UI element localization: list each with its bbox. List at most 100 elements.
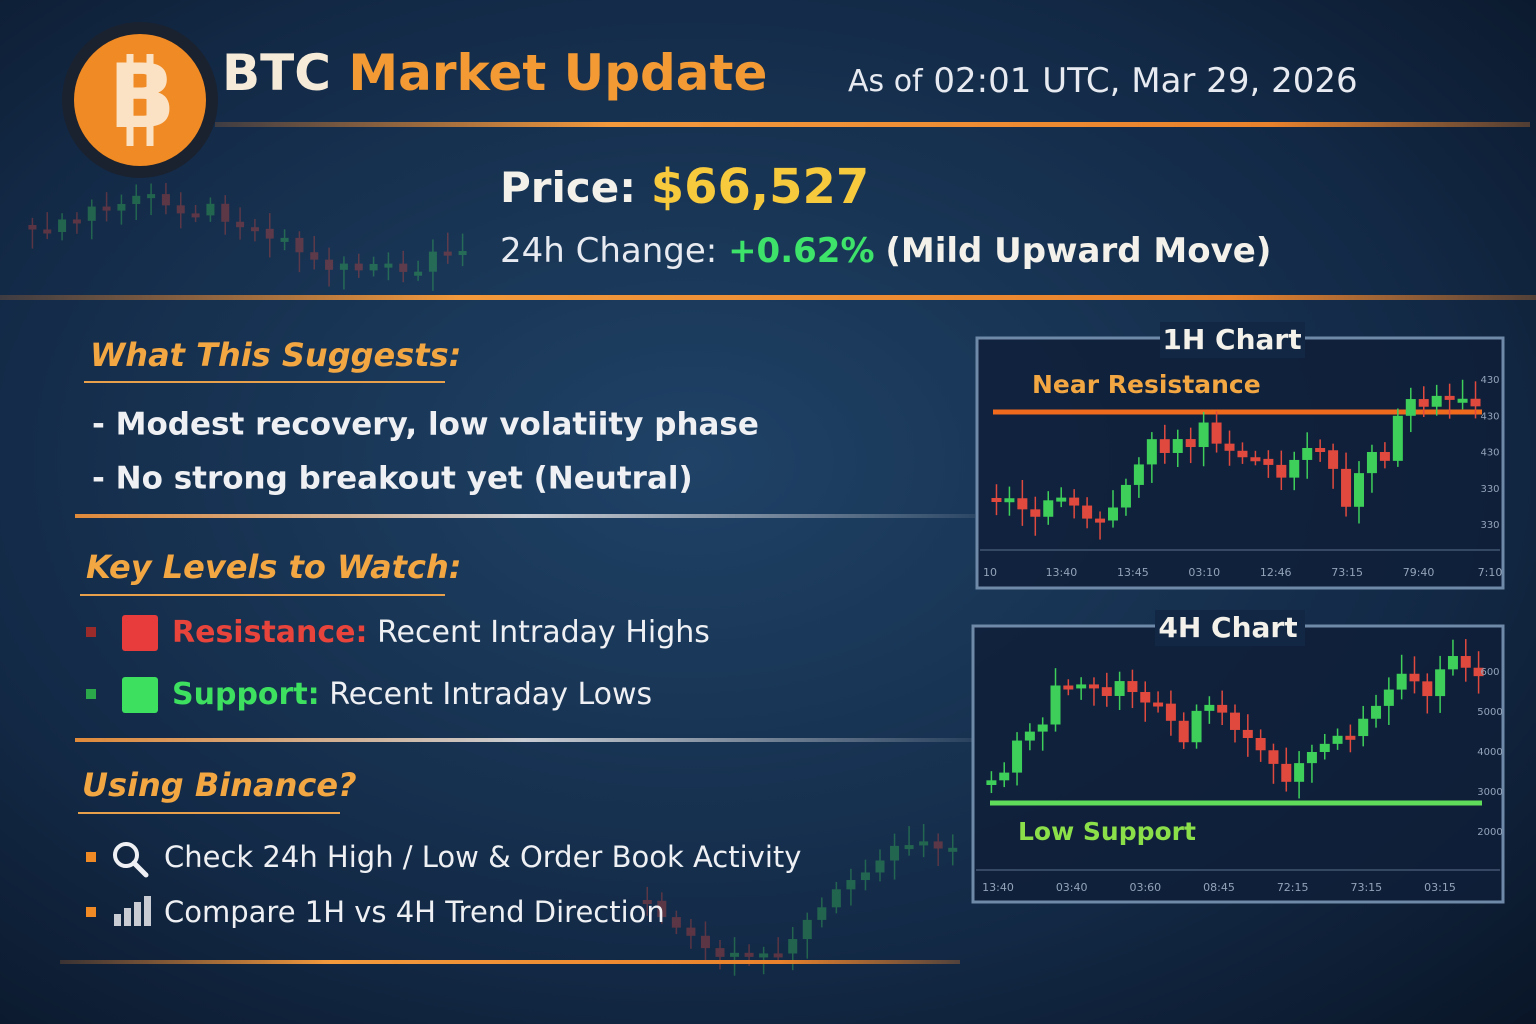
y-tick-label: 4000 — [1477, 747, 1502, 758]
candle-body — [1088, 684, 1099, 689]
level-label: Support: — [172, 677, 320, 712]
divider — [0, 295, 1536, 300]
annotation: Low Support — [1018, 817, 1196, 846]
title: BTC Market Update — [222, 44, 767, 102]
candle-body — [1242, 729, 1253, 739]
candle-body — [700, 935, 710, 949]
candle-body — [102, 206, 111, 211]
candle-body — [1444, 395, 1455, 400]
section-heading: Key Levels to Watch: — [86, 548, 462, 586]
resistance-swatch — [122, 615, 158, 651]
y-tick-label: 2000 — [1477, 827, 1502, 838]
background-candles — [28, 182, 958, 976]
y-tick-label: 330 — [1480, 520, 1499, 531]
candle-body — [831, 889, 841, 908]
candle-body — [236, 221, 245, 228]
candle-body — [1165, 703, 1176, 721]
candle-body — [788, 939, 798, 954]
divider — [75, 738, 975, 742]
candle-body — [657, 900, 667, 918]
bullet — [86, 627, 96, 637]
candle-body — [1431, 395, 1442, 407]
candle-body — [28, 225, 37, 230]
divider — [75, 514, 975, 518]
candle-body — [58, 219, 67, 232]
candle-body — [986, 780, 997, 785]
candle-body — [875, 860, 885, 873]
candle-body — [1409, 673, 1420, 682]
candle-body — [1178, 720, 1189, 743]
x-tick-label: 7:10 — [1478, 566, 1503, 579]
candle-body — [72, 219, 81, 224]
candle-body — [369, 263, 378, 271]
x-tick-label: 72:15 — [1277, 881, 1309, 894]
candle-body — [414, 271, 423, 276]
y-tick-label: 430 — [1480, 375, 1499, 386]
candle-body — [1470, 398, 1481, 407]
candle-body — [1043, 500, 1054, 517]
candle-body — [354, 263, 363, 271]
candle-body — [265, 228, 274, 239]
title-main: Market Update — [348, 44, 767, 102]
y-tick-label: 430 — [1480, 448, 1499, 459]
candle-body — [1268, 750, 1279, 764]
candle-body — [1341, 468, 1352, 507]
bullet — [86, 852, 96, 862]
candle-body — [1063, 685, 1074, 690]
candle-body — [642, 900, 652, 904]
candle-body — [817, 907, 827, 920]
candle-body — [904, 845, 914, 850]
change-label: 24h Change: — [500, 231, 717, 271]
candle-body — [991, 498, 1002, 502]
annotation: Near Resistance — [1032, 370, 1261, 399]
section-heading: Using Binance? — [82, 766, 357, 804]
price-value: $66,527 — [651, 159, 870, 215]
candle-body — [339, 263, 348, 270]
chart-frame — [971, 624, 1505, 904]
candle-body — [1224, 443, 1235, 451]
candle-body — [1069, 497, 1080, 506]
candle-body — [1120, 484, 1131, 508]
candle-body — [1237, 450, 1248, 458]
bar-icon — [114, 896, 151, 926]
candle-body — [1460, 656, 1471, 668]
candle-body — [1422, 681, 1433, 697]
candle-body — [933, 841, 943, 849]
candle-body — [1114, 681, 1125, 696]
y-tick-label: 430 — [1480, 411, 1499, 422]
candle-body — [1276, 464, 1287, 478]
timestamp: As of 02:01 UTC, Mar 29, 2026 — [848, 61, 1358, 101]
candle-body — [1037, 724, 1048, 732]
timestamp-value: 02:01 UTC, Mar 29, 2026 — [933, 61, 1357, 101]
candle-body — [1396, 673, 1407, 690]
y-tick-label: 330 — [1480, 484, 1499, 495]
candle-body — [1024, 731, 1035, 741]
divider — [60, 960, 960, 964]
candle-body — [686, 927, 696, 936]
candle-body — [206, 203, 215, 216]
candle-body — [1358, 718, 1369, 737]
candle-body — [280, 237, 289, 242]
candle-body — [1004, 498, 1015, 503]
candle-body — [860, 872, 870, 881]
candle-body — [1217, 704, 1228, 713]
candle-body — [1345, 735, 1356, 740]
candle-body — [671, 917, 681, 928]
candle-body — [1263, 458, 1274, 465]
candle-body — [1153, 702, 1164, 707]
candle-body — [325, 259, 334, 270]
candle-body — [1140, 692, 1151, 703]
candle-body — [1056, 497, 1067, 502]
candle-body — [1250, 457, 1261, 462]
x-tick-label: 03:40 — [1056, 881, 1088, 894]
candle-body — [399, 263, 408, 272]
candle-body — [1332, 735, 1343, 744]
chart-1h: 1H Chart Near Resistance 10 13:40 13:45 03:… — [975, 322, 1505, 590]
candle-body — [443, 251, 452, 256]
candle-body — [1366, 451, 1377, 474]
candle-body — [730, 952, 740, 957]
candle-body — [1473, 667, 1484, 677]
level-row: Resistance: Recent Intraday Highs — [172, 615, 710, 650]
candle-body — [1418, 399, 1429, 407]
